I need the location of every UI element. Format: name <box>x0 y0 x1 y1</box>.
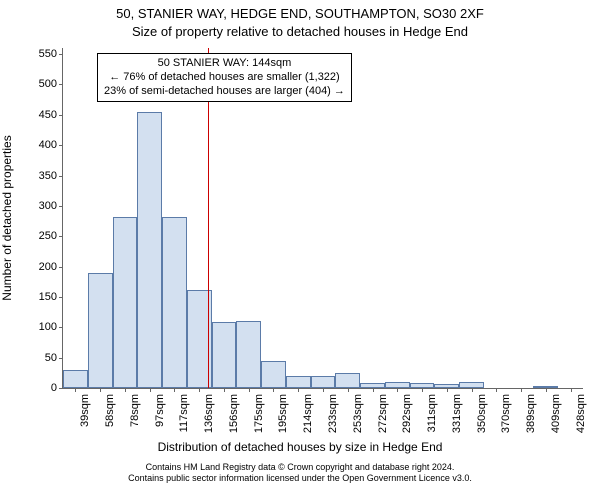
x-tick-label: 272sqm <box>377 394 389 433</box>
x-tick-mark <box>546 388 547 392</box>
x-tick-label: 78sqm <box>129 394 141 427</box>
y-tick: 200 <box>39 261 63 273</box>
histogram-plot-area: 05010015020025030035040045050055039sqm58… <box>62 48 583 389</box>
y-tick: 550 <box>39 48 63 60</box>
y-tick: 500 <box>39 78 63 90</box>
x-tick-label: 175sqm <box>253 394 265 433</box>
x-tick-mark <box>298 388 299 392</box>
histogram-bar <box>212 322 237 388</box>
histogram-bar <box>63 370 88 388</box>
x-axis-label: Distribution of detached houses by size … <box>0 440 600 454</box>
y-axis-label: Number of detached properties <box>0 135 14 300</box>
footer-line-1: Contains HM Land Registry data © Crown c… <box>0 462 600 473</box>
histogram-bar <box>137 112 162 388</box>
y-tick: 250 <box>39 230 63 242</box>
histogram-bar <box>261 361 286 388</box>
x-tick-label: 311sqm <box>426 394 438 432</box>
x-tick-label: 195sqm <box>277 394 289 433</box>
x-tick-label: 58sqm <box>104 394 116 427</box>
x-tick-label: 97sqm <box>154 394 166 427</box>
x-tick-mark <box>447 388 448 392</box>
annotation-line: 23% of semi-detached houses are larger (… <box>104 85 345 99</box>
x-tick-label: 136sqm <box>203 394 215 433</box>
x-tick-mark <box>75 388 76 392</box>
y-tick: 50 <box>45 352 63 364</box>
x-tick-mark <box>422 388 423 392</box>
annotation-box: 50 STANIER WAY: 144sqm← 76% of detached … <box>97 53 352 102</box>
x-tick-mark <box>348 388 349 392</box>
y-tick: 0 <box>51 382 63 394</box>
x-tick-mark <box>323 388 324 392</box>
x-tick-mark <box>199 388 200 392</box>
x-tick-mark <box>125 388 126 392</box>
annotation-line: ← 76% of detached houses are smaller (1,… <box>104 71 345 85</box>
annotation-line: 50 STANIER WAY: 144sqm <box>104 57 345 71</box>
histogram-bar <box>286 376 311 388</box>
x-tick-label: 117sqm <box>178 394 190 432</box>
x-tick-mark <box>224 388 225 392</box>
y-tick: 100 <box>39 321 63 333</box>
x-tick-mark <box>397 388 398 392</box>
attribution-footer: Contains HM Land Registry data © Crown c… <box>0 462 600 485</box>
x-tick-label: 370sqm <box>500 394 512 433</box>
x-tick-mark <box>571 388 572 392</box>
y-tick: 150 <box>39 291 63 303</box>
x-tick-label: 331sqm <box>451 394 463 433</box>
x-tick-mark <box>521 388 522 392</box>
x-tick-label: 156sqm <box>228 394 240 433</box>
x-tick-mark <box>496 388 497 392</box>
histogram-bar <box>236 321 261 388</box>
histogram-bar <box>88 273 113 388</box>
x-tick-label: 350sqm <box>476 394 488 433</box>
x-tick-label: 253sqm <box>352 394 364 433</box>
x-tick-label: 389sqm <box>525 394 537 433</box>
histogram-bar <box>335 373 360 388</box>
x-tick-mark <box>373 388 374 392</box>
x-tick-label: 409sqm <box>550 394 562 433</box>
x-tick-mark <box>472 388 473 392</box>
x-tick-mark <box>150 388 151 392</box>
histogram-bar <box>311 376 336 388</box>
x-tick-mark <box>249 388 250 392</box>
y-tick: 450 <box>39 109 63 121</box>
chart-title: Size of property relative to detached ho… <box>0 24 600 39</box>
y-tick: 400 <box>39 139 63 151</box>
x-tick-label: 214sqm <box>302 394 314 433</box>
histogram-bar <box>162 217 187 388</box>
x-tick-label: 233sqm <box>327 394 339 433</box>
x-tick-mark <box>100 388 101 392</box>
x-tick-mark <box>273 388 274 392</box>
x-tick-mark <box>174 388 175 392</box>
x-tick-label: 428sqm <box>575 394 587 433</box>
chart-supertitle: 50, STANIER WAY, HEDGE END, SOUTHAMPTON,… <box>0 6 600 21</box>
x-tick-label: 39sqm <box>79 394 91 427</box>
y-tick: 300 <box>39 200 63 212</box>
y-tick: 350 <box>39 170 63 182</box>
footer-line-2: Contains public sector information licen… <box>0 473 600 484</box>
x-tick-label: 292sqm <box>401 394 413 433</box>
histogram-bar <box>113 217 138 388</box>
